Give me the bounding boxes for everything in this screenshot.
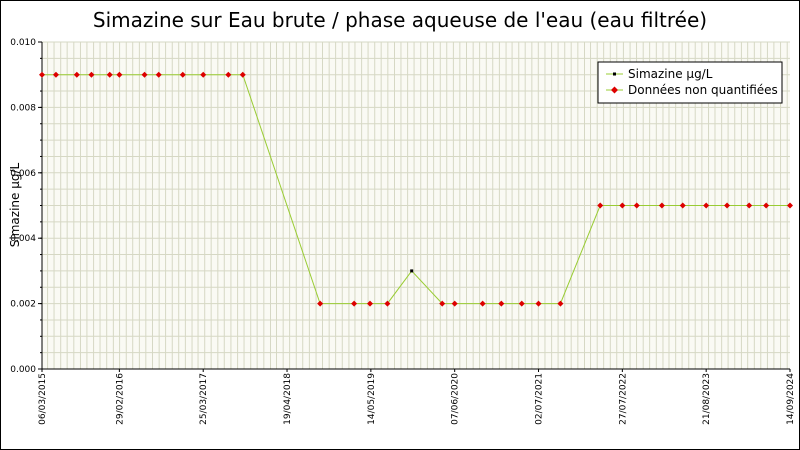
point-nonquantified bbox=[746, 202, 753, 209]
x-tick-label: 06/03/2015 bbox=[38, 373, 48, 425]
point-nonquantified bbox=[451, 300, 458, 307]
point-nonquantified bbox=[439, 300, 446, 307]
legend-box bbox=[597, 61, 783, 104]
point-nonquantified bbox=[384, 300, 391, 307]
y-tick-labels: 0.000 0.002 0.004 0.006 0.008 0.010 bbox=[10, 38, 36, 375]
point-nonquantified bbox=[155, 71, 162, 78]
series-line bbox=[42, 74, 790, 305]
point-nonquantified bbox=[787, 202, 793, 209]
x-tick-label: 19/04/2018 bbox=[283, 373, 293, 425]
x-tick-label: 14/05/2019 bbox=[367, 373, 377, 425]
x-tick-label: 21/08/2023 bbox=[702, 373, 712, 425]
chart-title: Simazine sur Eau brute / phase aqueuse d… bbox=[93, 8, 707, 32]
y-tick-label: 0.002 bbox=[10, 300, 36, 310]
point-nonquantified bbox=[200, 71, 207, 78]
x-tick-label: 29/02/2016 bbox=[115, 373, 125, 425]
point-nonquantified bbox=[39, 71, 45, 78]
point-nonquantified bbox=[619, 202, 626, 209]
x-tick-labels: 06/03/2015 29/02/2016 25/03/2017 19/04/2018… bbox=[38, 373, 796, 425]
legend-point-nonquantified bbox=[611, 86, 618, 94]
point-nonquantified bbox=[535, 300, 542, 307]
point-nonquantified bbox=[239, 71, 246, 78]
legend: Simazine µg/L Données non quantifiées bbox=[597, 61, 783, 104]
point-nonquantified bbox=[658, 202, 665, 209]
point-nonquantified bbox=[518, 300, 525, 307]
point-nonquantified bbox=[179, 71, 186, 78]
y-tick-label: 0.000 bbox=[10, 365, 36, 375]
point-nonquantified bbox=[73, 71, 80, 78]
legend-label-nonquantified: Données non quantifiées bbox=[628, 83, 778, 97]
point-nonquantified bbox=[225, 71, 232, 78]
x-tick-label: 25/03/2017 bbox=[199, 373, 209, 425]
point-nonquantified bbox=[479, 300, 486, 307]
axes bbox=[38, 41, 791, 372]
series-polyline bbox=[42, 74, 790, 305]
y-axis-label: Simazine µg/L bbox=[8, 162, 22, 247]
point-nonquantified bbox=[351, 300, 358, 307]
y-tick-label: 0.010 bbox=[10, 38, 36, 48]
data-points bbox=[39, 71, 793, 307]
point-nonquantified bbox=[52, 71, 59, 78]
point-nonquantified bbox=[116, 71, 123, 78]
point-nonquantified bbox=[703, 202, 710, 209]
point-nonquantified bbox=[557, 300, 564, 307]
point-nonquantified bbox=[763, 202, 770, 209]
point-nonquantified bbox=[88, 71, 95, 78]
point-nonquantified bbox=[597, 202, 604, 209]
point-nonquantified bbox=[106, 71, 113, 78]
point-nonquantified bbox=[367, 300, 374, 307]
point-measured bbox=[410, 269, 414, 273]
point-nonquantified bbox=[633, 202, 640, 209]
legend-label-measured: Simazine µg/L bbox=[628, 67, 713, 81]
x-tick-label: 02/07/2021 bbox=[535, 373, 545, 425]
x-tick-label: 07/06/2020 bbox=[451, 373, 461, 425]
x-tick-label: 27/07/2022 bbox=[618, 373, 628, 425]
y-tick-label: 0.006 bbox=[10, 169, 36, 179]
point-nonquantified bbox=[317, 300, 324, 307]
x-tick-label: 14/09/2024 bbox=[786, 373, 796, 425]
point-nonquantified bbox=[679, 202, 686, 209]
point-nonquantified bbox=[724, 202, 731, 209]
point-nonquantified bbox=[498, 300, 505, 307]
point-nonquantified bbox=[141, 71, 148, 78]
legend-point-measured bbox=[613, 72, 616, 76]
y-tick-label: 0.008 bbox=[10, 103, 36, 113]
y-tick-label: 0.004 bbox=[10, 234, 36, 244]
